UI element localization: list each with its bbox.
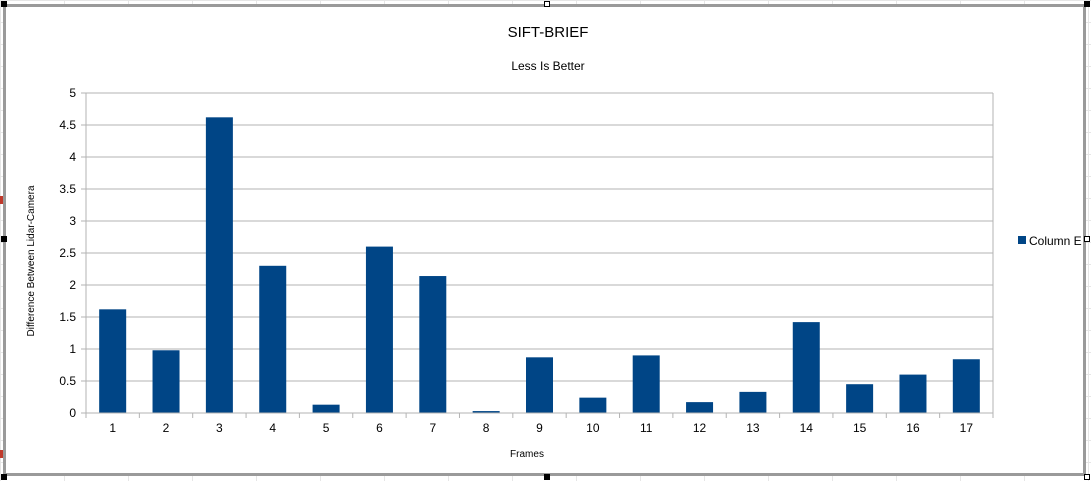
y-tick-label: 4 — [69, 150, 76, 164]
bars — [99, 117, 980, 413]
x-tick-label: 4 — [269, 421, 276, 435]
resize-handle-middle-left[interactable] — [1, 236, 7, 242]
bar[interactable] — [312, 404, 340, 413]
x-tick-label: 9 — [536, 421, 543, 435]
resize-handle-bottom-right[interactable] — [1084, 474, 1090, 480]
resize-handle-bottom-middle[interactable] — [544, 474, 550, 480]
resize-handle-top-middle[interactable] — [544, 1, 550, 7]
bar[interactable] — [846, 384, 874, 413]
y-tick-label: 3.5 — [59, 182, 76, 196]
resize-handle-top-right[interactable] — [1084, 1, 1090, 7]
y-tick-label: 5 — [69, 86, 76, 100]
x-tick-label: 13 — [746, 421, 760, 435]
resize-handle-top-left[interactable] — [1, 1, 7, 7]
axes: 00.511.522.533.544.551 2 3 4 5 6 7 8 9 10 11 12 13 14… — [59, 86, 994, 435]
y-tick-label: 3 — [69, 214, 76, 228]
x-tick-label: 15 — [853, 421, 867, 435]
bar[interactable] — [739, 391, 767, 413]
bar[interactable] — [259, 265, 287, 413]
x-tick-label: 10 — [586, 421, 600, 435]
y-tick-label: 2.5 — [59, 246, 76, 260]
x-tick-label: 17 — [960, 421, 974, 435]
x-tick-label: 8 — [483, 421, 490, 435]
x-tick-label: 6 — [376, 421, 383, 435]
legend[interactable]: Column E — [1018, 234, 1082, 248]
x-tick-label: 1 — [109, 421, 116, 435]
legend-swatch — [1018, 236, 1026, 244]
bar[interactable] — [365, 246, 393, 413]
x-tick-label: 16 — [906, 421, 920, 435]
bar[interactable] — [419, 276, 447, 413]
bar[interactable] — [579, 397, 607, 413]
x-tick-label: 5 — [323, 421, 330, 435]
x-tick-label: 12 — [693, 421, 707, 435]
bar[interactable] — [792, 322, 820, 413]
bar[interactable] — [205, 117, 233, 413]
legend-label: Column E — [1029, 234, 1082, 248]
y-tick-label: 0.5 — [59, 374, 76, 388]
resize-handle-bottom-left[interactable] — [1, 474, 7, 480]
chart-title: SIFT-BRIEF — [508, 24, 589, 41]
x-tick-label: 7 — [429, 421, 436, 435]
x-tick-label: 11 — [640, 421, 653, 435]
row-marker — [0, 450, 3, 458]
chart-subtitle: Less Is Better — [511, 59, 584, 73]
x-tick-label: 14 — [800, 421, 814, 435]
y-tick-label: 1 — [69, 342, 76, 356]
bar[interactable] — [99, 309, 127, 413]
bar[interactable] — [472, 411, 500, 413]
bar[interactable] — [632, 355, 660, 413]
bar[interactable] — [526, 357, 553, 413]
x-axis-label: Frames — [510, 449, 544, 460]
y-tick-label: 4.5 — [59, 118, 76, 132]
gridlines — [86, 92, 993, 414]
y-tick-label: 2 — [69, 278, 76, 292]
bar[interactable] — [952, 359, 980, 413]
resize-handle-middle-right[interactable] — [1084, 236, 1090, 242]
y-tick-label: 1.5 — [59, 310, 76, 324]
y-axis-label: Difference Between Lidar-Camera — [26, 185, 37, 336]
row-marker — [0, 196, 3, 204]
bar[interactable] — [152, 350, 180, 413]
bar[interactable] — [899, 374, 927, 413]
y-tick-label: 0 — [69, 406, 76, 420]
x-tick-label: 3 — [216, 421, 223, 435]
bar[interactable] — [686, 402, 714, 413]
x-tick-label: 2 — [163, 421, 170, 435]
